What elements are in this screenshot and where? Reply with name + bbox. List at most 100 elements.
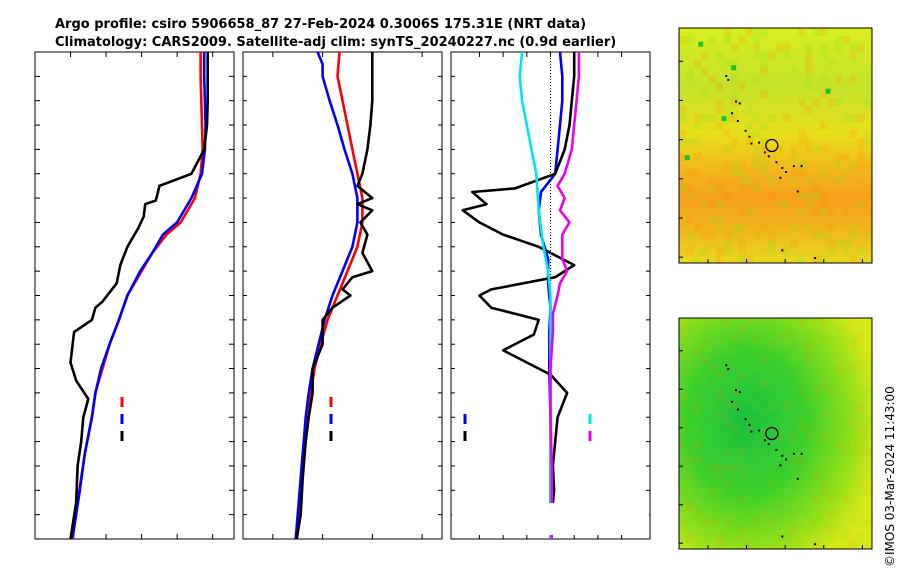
- sla_map-heatmap-cell: [723, 325, 731, 334]
- sla_map-heatmap-cell: [864, 487, 872, 496]
- sla_map-axes-box: [678, 317, 873, 550]
- sla_map-heatmap-cell: [805, 479, 813, 488]
- sla_map-heatmap-cell: [760, 379, 769, 388]
- sst_map-heatmap-cell: [834, 176, 843, 185]
- sla_map-heatmap-cell: [723, 518, 731, 526]
- sst_map-heatmap-cell: [716, 223, 724, 232]
- sla_map-heatmap-cell: [842, 441, 850, 449]
- sla_map-heatmap-cell: [857, 448, 865, 457]
- sla_map-heatmap-cell: [782, 533, 791, 542]
- sla_map-heatmap-cell: [812, 479, 820, 488]
- sla_map-heatmap-cell: [820, 379, 828, 388]
- sst_map-heatmap-cell: [864, 137, 872, 146]
- sst_map-heatmap-cell: [857, 145, 865, 154]
- sla_map-heatmap-cell: [708, 472, 717, 480]
- sla_map-heatmap-cell: [782, 333, 791, 342]
- sla_map-heatmap-cell: [812, 433, 820, 442]
- sst_map-heatmap-cell: [731, 161, 739, 169]
- sla_map-heatmap-cell: [686, 479, 694, 488]
- sst_map-island-dot: [725, 75, 728, 77]
- sla_map-heatmap-cell: [693, 410, 702, 419]
- sst_map-heatmap-cell: [782, 43, 791, 52]
- sst_map-heatmap-cell: [686, 184, 694, 193]
- sst_map-heatmap-cell: [679, 137, 687, 146]
- sla_map-heatmap-cell: [753, 325, 761, 334]
- sla_map-heatmap-cell: [708, 364, 717, 372]
- sla_map-heatmap-cell: [738, 541, 746, 549]
- sla_map-heatmap-cell: [679, 395, 687, 403]
- sst_map-heatmap-cell: [857, 200, 865, 209]
- sst_map-heatmap-cell: [731, 59, 739, 68]
- sla_map-heatmap-cell: [679, 418, 687, 426]
- sst_map-heatmap-cell: [693, 153, 702, 162]
- sst_map-island-dot: [781, 249, 784, 252]
- sla_map-heatmap-cell: [701, 356, 709, 365]
- sla_map-island-dot: [731, 400, 734, 403]
- sst_map-heatmap-cell: [716, 216, 724, 224]
- sla_map-heatmap-cell: [820, 364, 828, 372]
- sla_map-heatmap-cell: [708, 402, 717, 411]
- sla_map-heatmap-cell: [716, 510, 724, 519]
- sla_map-island-dot: [738, 391, 741, 394]
- sst_map-heatmap-cell: [753, 153, 761, 162]
- sla_map-island-dot: [735, 389, 737, 392]
- sst_map-heatmap-cell: [797, 169, 806, 177]
- sst_map-heatmap-cell: [753, 161, 761, 169]
- sla_map-heatmap-cell: [760, 318, 769, 326]
- sst_map-heatmap-cell: [745, 122, 754, 130]
- sst_map-heatmap-cell: [842, 239, 850, 248]
- sla_map-island-dot: [796, 477, 799, 480]
- sst_map-island-dot: [796, 190, 799, 193]
- sla_map-heatmap-cell: [842, 402, 850, 411]
- sla_map-heatmap-cell: [760, 410, 769, 419]
- sla_map-heatmap-cell: [723, 318, 731, 326]
- sst_map-heatmap-cell: [693, 255, 702, 263]
- sla_map-heatmap-cell: [812, 472, 820, 480]
- sst_map-heatmap-cell: [864, 129, 872, 138]
- sla_map-island-dot: [779, 464, 782, 467]
- sla_map-heatmap-cell: [760, 341, 769, 349]
- sla_map-heatmap-cell: [827, 533, 835, 542]
- sla_map-heatmap-cell: [723, 464, 731, 472]
- sst_map-heatmap-cell: [834, 43, 843, 52]
- sla_map-island-dot: [763, 439, 766, 442]
- sla_map-heatmap-cell: [753, 448, 761, 457]
- sst_map-heatmap-cell: [738, 255, 746, 263]
- sla_map-heatmap-cell: [834, 441, 843, 449]
- sst_map-heatmap-cell: [686, 231, 694, 240]
- sst_map-heatmap-cell: [768, 114, 776, 122]
- sla_map-heatmap-cell: [820, 518, 828, 526]
- sst_map-heatmap-cell: [693, 223, 702, 232]
- sst_map-heatmap-cell: [723, 129, 731, 138]
- sla_map-heatmap-cell: [738, 495, 746, 503]
- sla_map-heatmap-cell: [834, 448, 843, 457]
- sst_map-heatmap-cell: [812, 208, 820, 216]
- sla_map-heatmap-cell: [834, 364, 843, 372]
- sst_map-heatmap-cell: [760, 169, 769, 177]
- sla_map-heatmap-cell: [738, 510, 746, 519]
- sst_map-heatmap-cell: [768, 231, 776, 240]
- sla_map-heatmap-cell: [805, 364, 813, 372]
- sla_map-heatmap-cell: [738, 533, 746, 542]
- sst_map-heatmap-cell: [753, 114, 761, 122]
- sst_map-island-dot: [763, 151, 766, 154]
- sla_map-heatmap-cell: [723, 533, 731, 542]
- sst_map-heatmap-cell: [805, 200, 813, 209]
- sla_map-heatmap-cell: [797, 387, 806, 395]
- temperature-panel: [34, 51, 235, 540]
- sla_map-heatmap-cell: [738, 456, 746, 465]
- sla_map-heatmap-cell: [864, 425, 872, 434]
- sla_map-heatmap-cell: [693, 441, 702, 449]
- sst_map-island-dot: [744, 129, 747, 132]
- sst_map-island-dot: [731, 112, 734, 115]
- sla_map-heatmap-cell: [701, 379, 709, 388]
- sst_map-heatmap-cell: [693, 122, 702, 130]
- sst_map-heatmap-cell: [738, 184, 746, 193]
- sla_map-heatmap-cell: [864, 448, 872, 457]
- sla_map-heatmap-cell: [731, 518, 739, 526]
- sst_map-heatmap-cell: [820, 28, 828, 36]
- sst_map-heatmap-cell: [812, 192, 820, 201]
- sst_map-heatmap-cell: [701, 247, 709, 256]
- sla_map-heatmap-cell: [864, 418, 872, 426]
- sla_map-heatmap-cell: [723, 418, 731, 426]
